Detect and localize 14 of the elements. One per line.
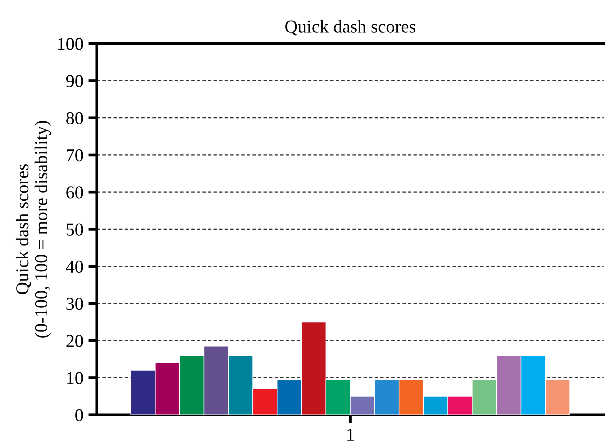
- y-tick-label: 0: [76, 409, 84, 422]
- y-tick-label: 70: [67, 149, 84, 162]
- y-tick-label: 40: [66, 260, 84, 274]
- y-tick-label: 10: [67, 372, 84, 384]
- y-tick-label: 90: [66, 75, 84, 88]
- y-tick-label: 20: [66, 335, 84, 348]
- y-tick-label: 100: [58, 38, 84, 50]
- y-tick-label: 60: [66, 186, 84, 199]
- y-axis-title: Quick dash scores (0-100, 100 = more disability): [16, 121, 52, 338]
- chart-title: Quick dash scores: [286, 20, 416, 36]
- y-tick-label: 50: [66, 224, 84, 236]
- y-tick-label: 30: [66, 298, 84, 310]
- y-tick-label: 80: [66, 112, 84, 125]
- x-tick-label: 1: [348, 428, 354, 441]
